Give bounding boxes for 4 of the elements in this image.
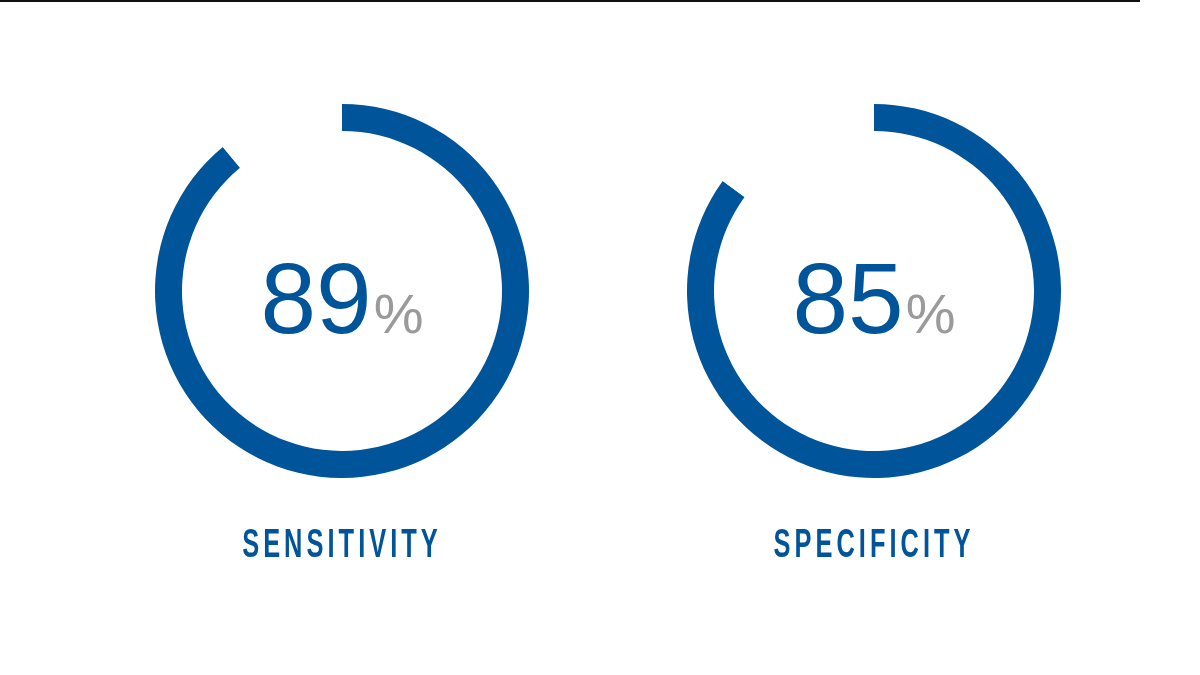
text: SPECIFICITY [773,519,975,566]
data-label: 89% [260,242,424,354]
data-label: 85% [792,242,956,354]
text: SENSITIVITY [242,519,442,566]
